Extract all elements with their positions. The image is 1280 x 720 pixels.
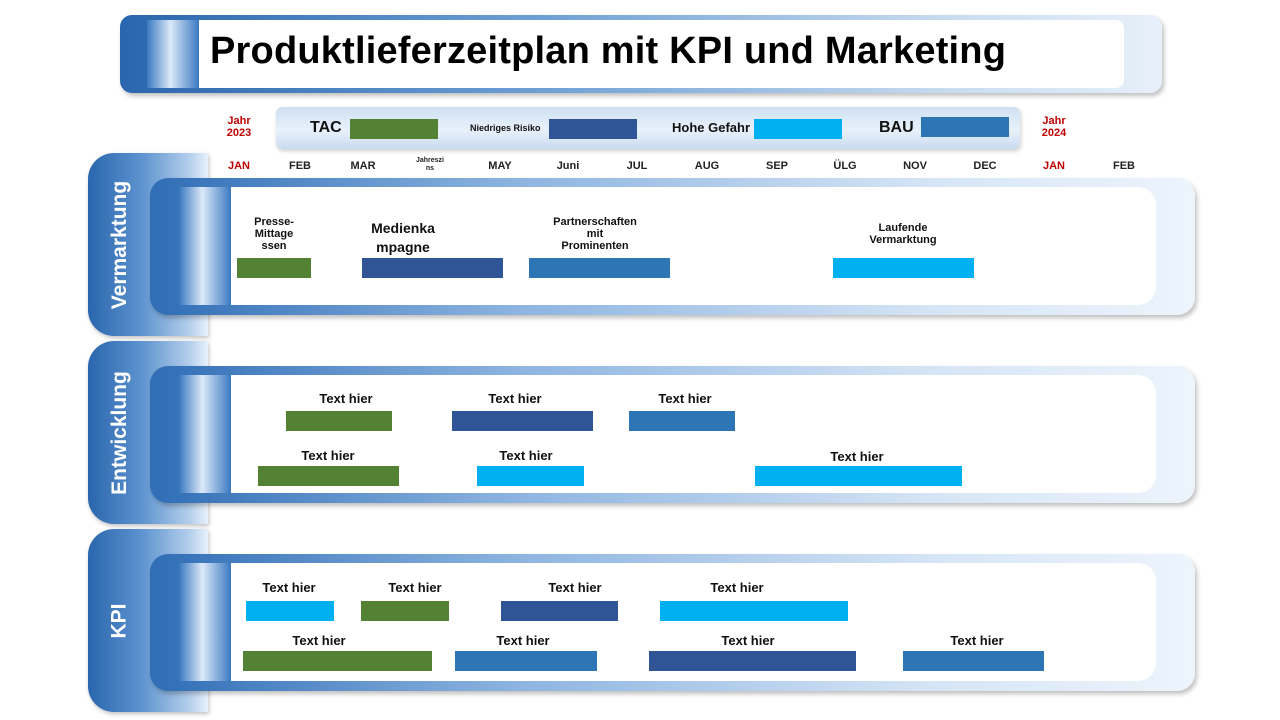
legend-bau-label: BAU [879, 119, 914, 136]
task-label: Text hier [658, 391, 712, 406]
month-label: Jahreszins [415, 157, 445, 172]
section-stripe [179, 563, 231, 681]
task-bar [258, 466, 399, 486]
legend-low-risk-swatch [549, 119, 637, 139]
page-title: Produktlieferzeitplan mit KPI und Market… [210, 30, 1007, 72]
task-bar [237, 258, 311, 278]
month-label: DEC [973, 160, 997, 172]
month-label: Juni [556, 160, 580, 172]
task-label: Presse- Mittage ssen [254, 216, 294, 252]
task-bar [649, 651, 856, 671]
task-bar [362, 258, 503, 278]
task-label: Text hier [721, 633, 775, 648]
task-label: Medienka mpagne [371, 220, 435, 255]
legend-tac-swatch [350, 119, 438, 139]
task-label: Text hier [292, 633, 346, 648]
month-label: FEB [289, 160, 311, 172]
month-label: AUG [694, 160, 720, 172]
task-bar [629, 411, 735, 431]
section-stripe [179, 375, 231, 493]
task-bar [361, 601, 449, 621]
task-bar [243, 651, 432, 671]
task-label: Text hier [262, 580, 316, 595]
task-bar [903, 651, 1044, 671]
legend-bau-swatch [921, 117, 1009, 137]
month-label: MAR [350, 160, 376, 172]
task-bar [452, 411, 593, 431]
task-bar [477, 466, 584, 486]
month-label: JAN [1042, 160, 1065, 172]
task-label: Text hier [488, 391, 542, 406]
section-label-development: Entwicklung [108, 370, 131, 495]
legend-tac-label: TAC [310, 119, 342, 136]
section-stripe [179, 187, 231, 305]
task-bar [529, 258, 670, 278]
task-bar [833, 258, 974, 278]
title-panel [199, 20, 1124, 88]
title-stripe [147, 20, 199, 88]
legend-low-risk-label: Niedriges Risiko [470, 123, 541, 133]
task-bar [755, 466, 962, 486]
task-label: Partnerschaften mit Prominenten [553, 216, 637, 252]
task-bar [455, 651, 597, 671]
task-bar [286, 411, 392, 431]
task-label: Text hier [319, 391, 373, 406]
year-end: Jahr 2024 [1041, 115, 1067, 139]
section-label-kpi: KPI [107, 602, 131, 639]
task-label: Laufende Vermarktung [869, 222, 937, 246]
task-label: Text hier [499, 448, 553, 463]
task-label: Text hier [950, 633, 1004, 648]
task-label: Text hier [548, 580, 602, 595]
task-label: Text hier [301, 448, 355, 463]
task-label: Text hier [710, 580, 764, 595]
section-content-marketing [231, 187, 1156, 305]
legend-high-risk-label: Hohe Gefahr [672, 120, 751, 135]
year-start: Jahr 2023 [226, 115, 252, 139]
month-label: NOV [903, 160, 927, 172]
task-bar [246, 601, 334, 621]
legend-high-risk-swatch [754, 119, 842, 139]
task-label: Text hier [496, 633, 550, 648]
section-label-marketing: Vermarktung [108, 180, 132, 309]
month-label: MAY [488, 160, 512, 172]
task-label: Text hier [388, 580, 442, 595]
month-label: ÜLG [833, 160, 857, 172]
task-label: Text hier [830, 449, 884, 464]
task-bar [660, 601, 848, 621]
month-label: FEB [1113, 160, 1135, 172]
month-label: JUL [626, 160, 648, 172]
month-label: JAN [227, 160, 250, 172]
month-label: SEP [765, 160, 788, 172]
task-bar [501, 601, 618, 621]
